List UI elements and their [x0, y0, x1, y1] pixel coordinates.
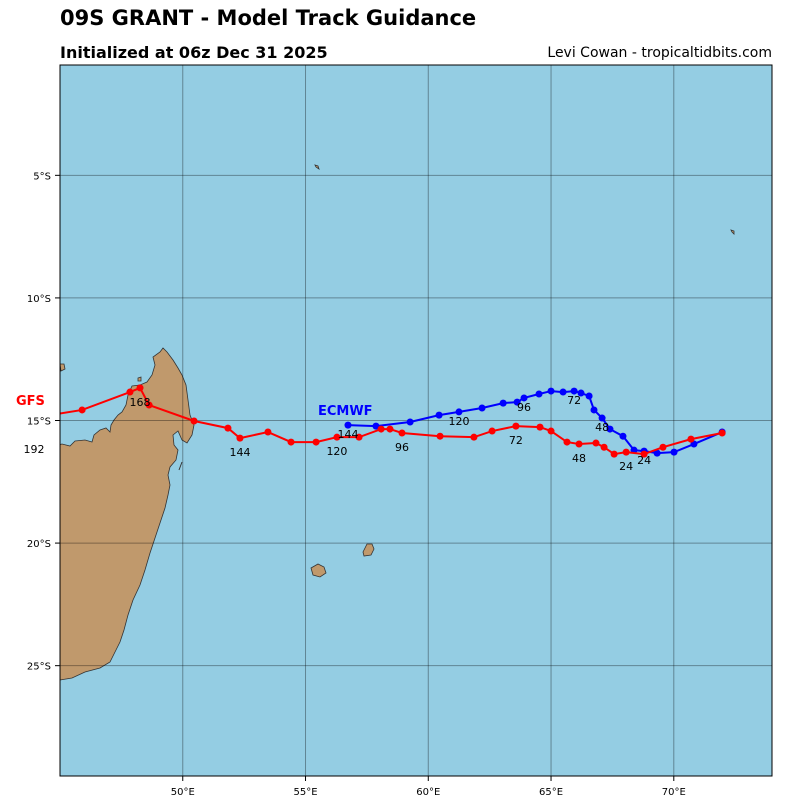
ecmwf-hour-label: 72 — [567, 394, 581, 407]
ecmwf-track-point — [670, 448, 678, 456]
ecmwf-track-point — [585, 392, 593, 400]
ecmwf-hour-label: 24 — [637, 454, 651, 467]
gfs-track-point — [190, 417, 198, 425]
ecmwf-track-point — [619, 432, 627, 440]
gfs-track-point — [126, 388, 134, 396]
lat-tick-label: 15°S — [27, 417, 51, 428]
lat-tick-label: 20°S — [27, 539, 51, 550]
gfs-track-point — [640, 450, 648, 458]
ecmwf-track-point — [406, 418, 414, 426]
gfs-track-point — [398, 429, 406, 437]
island-small — [137, 376, 142, 382]
ecmwf-track-point — [598, 414, 606, 422]
ecmwf-hour-label: 120 — [448, 415, 469, 428]
ecmwf-hour-label: 48 — [595, 421, 609, 434]
gfs-track-point — [224, 424, 232, 432]
gfs-hour-label: 192 — [23, 443, 44, 456]
gfs-hour-label: 168 — [130, 396, 151, 409]
gfs-hour-label: 48 — [572, 452, 586, 465]
gfs-track-point — [687, 435, 695, 443]
lon-tick-label: 65°E — [539, 787, 563, 798]
track-labels: 24 48 72 96 120 144 24 48 72 96 120 144 168 192 ECMWF G… — [16, 394, 651, 473]
lat-tick-label: 5°S — [33, 171, 51, 182]
gfs-track-point — [488, 427, 496, 435]
ecmwf-track-point — [499, 399, 507, 407]
reunion-island — [310, 563, 327, 578]
credit: Levi Cowan - tropicaltidbits.com — [547, 45, 772, 61]
ecmwf-track-point — [520, 394, 528, 402]
ecmwf-track-point — [547, 387, 555, 395]
lat-tick-label: 25°S — [27, 662, 51, 673]
lon-tick-label: 50°E — [171, 787, 195, 798]
init-time: Initialized at 06z Dec 31 2025 — [60, 43, 328, 62]
gfs-track-point — [78, 406, 86, 414]
ecmwf-track-point — [559, 388, 567, 396]
page-title: 09S GRANT - Model Track Guidance — [60, 6, 477, 30]
gfs-track-point — [30, 432, 37, 439]
ecmwf-track-point — [513, 398, 521, 406]
ecmwf-track-point — [535, 390, 543, 398]
ecmwf-track-point — [577, 389, 585, 397]
mauritius-island — [362, 543, 375, 557]
island-small — [178, 461, 183, 471]
ecmwf-track-point — [570, 387, 578, 395]
island-small — [60, 363, 66, 372]
gfs-hour-label: 120 — [326, 445, 347, 458]
ecmwf-track-point — [435, 411, 443, 419]
gfs-track-point — [622, 448, 630, 456]
gfs-hour-label: 144 — [229, 446, 250, 459]
gfs-track-point — [563, 438, 571, 446]
ecmwf-model-label: ECMWF — [318, 404, 373, 419]
gfs-track-point — [575, 440, 583, 448]
gfs-track-point — [236, 434, 244, 442]
island-small — [730, 229, 735, 235]
ecmwf-track-point — [372, 422, 380, 430]
gfs-track-point — [355, 433, 363, 441]
island-small — [314, 164, 320, 170]
gfs-hour-label: 24 — [619, 460, 633, 473]
gfs-hour-label: 72 — [509, 434, 523, 447]
gfs-track-point — [287, 438, 295, 446]
ecmwf-track-point — [478, 404, 486, 412]
ecmwf-track-point — [455, 408, 463, 416]
gfs-track-point — [333, 433, 341, 441]
gfs-track-point — [718, 429, 726, 437]
lat-tick-label: 10°S — [27, 294, 51, 305]
ecmwf-track-point — [590, 406, 598, 414]
gfs-track-point — [659, 443, 667, 451]
madagascar-land — [60, 347, 195, 681]
gfs-track-point — [610, 450, 618, 458]
gfs-track-point — [264, 428, 272, 436]
ecmwf-track-point — [653, 449, 661, 457]
gfs-track-point — [136, 384, 144, 392]
lon-tick-label: 55°E — [293, 787, 317, 798]
gfs-track-point — [600, 443, 608, 451]
ecmwf-hour-label: 96 — [517, 401, 531, 414]
gfs-track-point — [470, 433, 478, 441]
lon-tick-label: 70°E — [662, 787, 686, 798]
lon-tick-label: 60°E — [416, 787, 440, 798]
gfs-track-point — [536, 423, 544, 431]
gfs-track-point — [512, 422, 520, 430]
gfs-track-point — [312, 438, 320, 446]
model-tracks — [30, 384, 726, 458]
gfs-model-label: GFS — [16, 394, 45, 409]
axis-ticks: 5°S 10°S 15°S 20°S 25°S 50°E 55°E 60°E 65°E 70°E — [27, 171, 686, 798]
gfs-track-point — [377, 425, 385, 433]
gfs-track-point — [592, 439, 600, 447]
ecmwf-hour-label: 144 — [337, 428, 358, 441]
gfs-hour-label: 96 — [395, 441, 409, 454]
gridlines — [60, 65, 772, 776]
gfs-track-point — [145, 401, 153, 409]
ecmwf-track-point — [606, 425, 614, 433]
ecmwf-track-point — [344, 421, 352, 429]
gfs-track-point — [436, 432, 444, 440]
gfs-track-point — [386, 425, 394, 433]
gfs-track-point — [547, 427, 555, 435]
